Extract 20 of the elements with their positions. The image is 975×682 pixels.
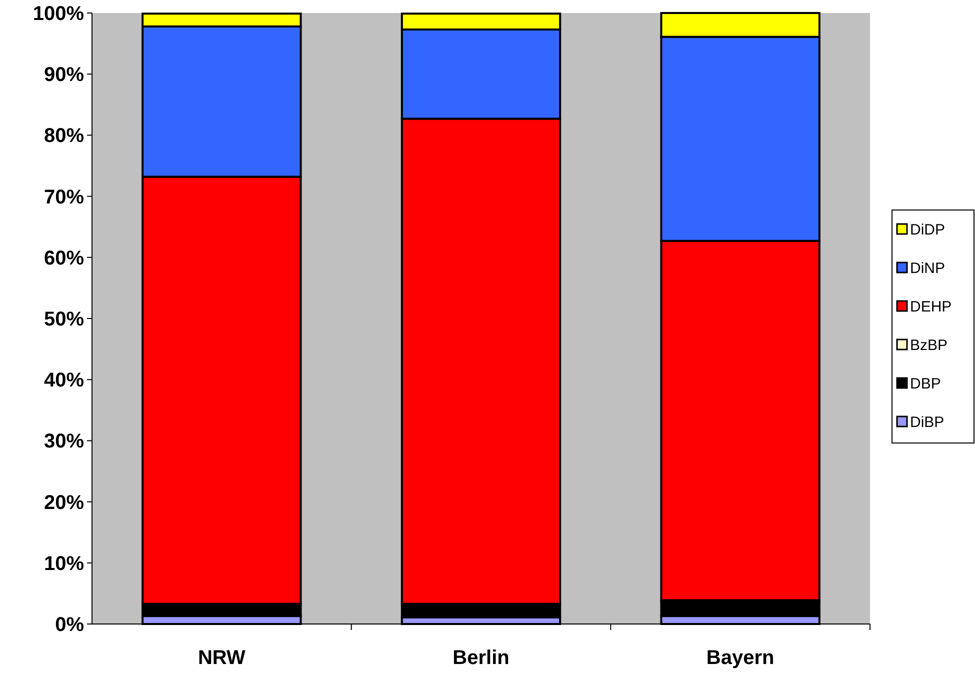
x-tick-label: Bayern	[706, 647, 774, 669]
y-tick-label: 90%	[44, 64, 84, 86]
y-tick-label: 30%	[44, 430, 84, 453]
legend-label: DEHP	[910, 298, 952, 316]
y-tick-label: 10%	[44, 552, 84, 575]
y-tick-label: 80%	[44, 125, 84, 148]
legend-label: BzBP	[910, 336, 948, 354]
legend-label: DBP	[910, 375, 941, 392]
legend-label: DiNP	[910, 260, 946, 277]
y-tick-label: 20%	[44, 492, 84, 514]
legend-label: DiDP	[910, 221, 946, 238]
y-tick-label: 50%	[44, 308, 84, 330]
y-tick-label: 0%	[55, 614, 84, 636]
y-tick-label: 40%	[44, 370, 84, 392]
x-tick-label: NRW	[198, 647, 246, 669]
y-tick-label: 100%	[32, 3, 84, 25]
legend-label: DiBP	[910, 414, 944, 431]
y-tick-label: 60%	[44, 247, 84, 270]
y-tick-label: 70%	[44, 186, 84, 208]
x-tick-label: Berlin	[452, 647, 510, 669]
